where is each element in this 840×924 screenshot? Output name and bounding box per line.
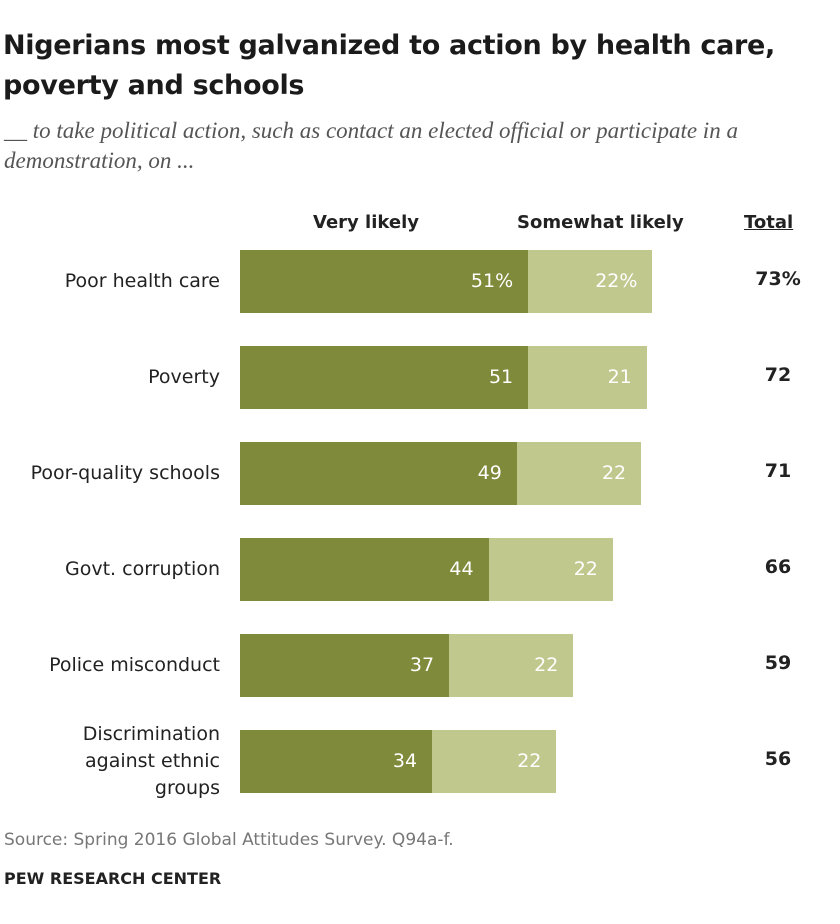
value-label-somewhat-likely: 22 xyxy=(517,750,542,772)
total-value: 59 xyxy=(764,652,792,674)
stacked-bar-chart: Very likely Somewhat likely Total Poor h… xyxy=(0,190,840,820)
category-label-line: groups xyxy=(154,777,220,799)
bar-very-likely xyxy=(240,730,433,793)
category-label-line: against ethnic xyxy=(84,750,220,772)
bar-somewhat-likely xyxy=(449,634,574,697)
bar-very-likely xyxy=(240,634,450,697)
category-label-line: Govt. corruption xyxy=(65,558,220,580)
category-label-line: Discrimination xyxy=(82,723,220,745)
total-header: Total xyxy=(744,212,794,233)
total-value: 71 xyxy=(764,460,792,482)
category-label-line: Police misconduct xyxy=(49,654,220,676)
chart-subtitle: __ to take political action, such as con… xyxy=(4,118,738,173)
category-label-line: Poor-quality schools xyxy=(30,462,220,484)
category-label-line: Poor health care xyxy=(64,270,220,292)
bar-somewhat-likely xyxy=(528,250,653,313)
value-label-very-likely: 37 xyxy=(409,654,435,676)
value-label-very-likely: 44 xyxy=(449,558,474,580)
source-note: Source: Spring 2016 Global Attitudes Sur… xyxy=(4,830,454,850)
value-label-very-likely: 51 xyxy=(488,366,514,388)
category-label: Poverty xyxy=(148,364,220,391)
category-label: Poor health care xyxy=(65,268,220,295)
total-value: 56 xyxy=(764,748,792,770)
total-value: 66 xyxy=(764,556,792,578)
category-label: Discrimination against ethnic groups xyxy=(83,721,220,802)
value-label-somewhat-likely: 22% xyxy=(595,270,638,292)
brand-logo-text: PEW RESEARCH CENTER xyxy=(4,869,222,888)
category-label: Police misconduct xyxy=(49,652,220,679)
category-label: Poor-quality schools xyxy=(31,460,220,487)
value-label-very-likely: 51% xyxy=(470,270,514,292)
legend-somewhat-likely: Somewhat likely xyxy=(517,212,684,233)
total-value: 73% xyxy=(755,268,801,290)
bar-very-likely xyxy=(240,442,517,505)
value-label-somewhat-likely: 22 xyxy=(573,558,598,580)
value-label-somewhat-likely: 22 xyxy=(534,654,559,676)
category-label: Govt. corruption xyxy=(65,556,220,583)
bar-somewhat-likely xyxy=(488,538,613,601)
bar-somewhat-likely xyxy=(528,346,647,409)
value-label-somewhat-likely: 22 xyxy=(601,462,627,484)
category-label-line: Poverty xyxy=(148,366,220,388)
legend-very-likely: Very likely xyxy=(313,212,419,233)
bar-very-likely xyxy=(240,538,489,601)
chart-title: Nigerians most galvanized to action by h… xyxy=(3,30,775,101)
bar-very-likely xyxy=(240,250,529,313)
bar-somewhat-likely xyxy=(432,730,557,793)
value-label-somewhat-likely: 21 xyxy=(607,366,632,388)
total-value: 72 xyxy=(764,364,792,386)
bar-somewhat-likely xyxy=(516,442,642,505)
bar-very-likely xyxy=(240,346,529,409)
value-label-very-likely: 49 xyxy=(477,462,502,484)
value-label-very-likely: 34 xyxy=(392,750,418,772)
